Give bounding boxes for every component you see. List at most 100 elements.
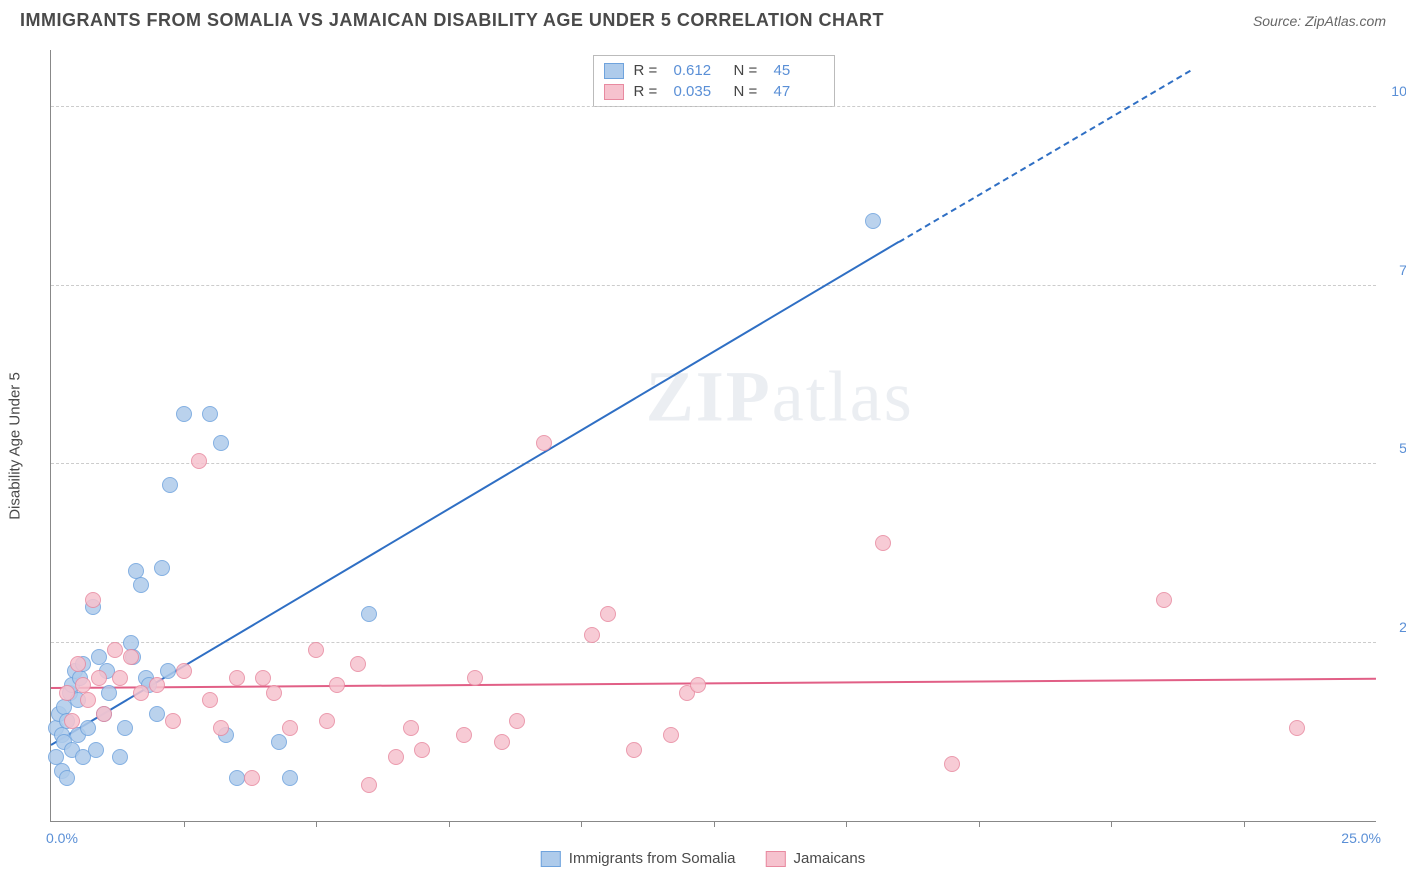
legend-item: Immigrants from Somalia	[541, 850, 736, 867]
data-point	[319, 713, 335, 729]
data-point	[80, 692, 96, 708]
data-point	[112, 749, 128, 765]
data-point	[70, 656, 86, 672]
legend-row: R =0.035N =47	[604, 81, 824, 102]
legend-r-value: 0.612	[674, 62, 724, 79]
gridline	[51, 285, 1376, 286]
data-point	[361, 777, 377, 793]
data-point	[59, 685, 75, 701]
data-point	[165, 713, 181, 729]
data-point	[467, 670, 483, 686]
data-point	[133, 577, 149, 593]
scatter-chart: ZIPatlas R =0.612N =45R =0.035N =47 2.5%…	[50, 50, 1376, 822]
data-point	[149, 677, 165, 693]
data-point	[329, 677, 345, 693]
y-tick-label: 2.5%	[1399, 619, 1406, 635]
data-point	[1289, 720, 1305, 736]
data-point	[154, 560, 170, 576]
data-point	[584, 627, 600, 643]
gridline	[51, 642, 1376, 643]
x-tick	[449, 821, 450, 827]
data-point	[282, 720, 298, 736]
x-tick-label: 25.0%	[1341, 830, 1381, 846]
data-point	[308, 642, 324, 658]
data-point	[266, 685, 282, 701]
y-tick-label: 10.0%	[1391, 83, 1406, 99]
data-point	[229, 770, 245, 786]
data-point	[88, 742, 104, 758]
data-point	[875, 535, 891, 551]
legend-r-value: 0.035	[674, 83, 724, 100]
data-point	[388, 749, 404, 765]
legend-swatch	[766, 851, 786, 867]
data-point	[202, 692, 218, 708]
data-point	[282, 770, 298, 786]
data-point	[213, 720, 229, 736]
trend-line	[51, 678, 1376, 689]
x-tick	[714, 821, 715, 827]
data-point	[59, 770, 75, 786]
y-tick-label: 5.0%	[1399, 440, 1406, 456]
data-point	[229, 670, 245, 686]
data-point	[663, 727, 679, 743]
data-point	[176, 663, 192, 679]
data-point	[96, 706, 112, 722]
x-tick	[846, 821, 847, 827]
legend-n-value: 45	[774, 62, 824, 79]
data-point	[271, 734, 287, 750]
gridline	[51, 106, 1376, 107]
legend-swatch	[541, 851, 561, 867]
data-point	[403, 720, 419, 736]
x-tick	[1244, 821, 1245, 827]
data-point	[690, 677, 706, 693]
data-point	[101, 685, 117, 701]
y-axis-label: Disability Age Under 5	[7, 372, 24, 520]
trend-line	[898, 70, 1191, 243]
data-point	[112, 670, 128, 686]
data-point	[133, 685, 149, 701]
legend-n-label: N =	[734, 83, 764, 100]
data-point	[509, 713, 525, 729]
data-point	[414, 742, 430, 758]
legend-r-label: R =	[634, 62, 664, 79]
data-point	[191, 453, 207, 469]
data-point	[536, 435, 552, 451]
y-tick-label: 7.5%	[1399, 262, 1406, 278]
gridline	[51, 463, 1376, 464]
legend-swatch	[604, 63, 624, 79]
data-point	[162, 477, 178, 493]
data-point	[64, 713, 80, 729]
legend-n-label: N =	[734, 62, 764, 79]
page-title: IMMIGRANTS FROM SOMALIA VS JAMAICAN DISA…	[20, 10, 884, 31]
series-legend: Immigrants from Somalia Jamaicans	[541, 850, 865, 867]
x-tick	[1111, 821, 1112, 827]
data-point	[160, 663, 176, 679]
x-tick	[581, 821, 582, 827]
data-point	[865, 213, 881, 229]
legend-swatch	[604, 84, 624, 100]
legend-item: Jamaicans	[766, 850, 866, 867]
x-tick	[184, 821, 185, 827]
data-point	[944, 756, 960, 772]
data-point	[85, 592, 101, 608]
data-point	[176, 406, 192, 422]
data-point	[91, 670, 107, 686]
legend-r-label: R =	[634, 83, 664, 100]
data-point	[149, 706, 165, 722]
data-point	[361, 606, 377, 622]
legend-series-name: Immigrants from Somalia	[569, 850, 736, 867]
data-point	[350, 656, 366, 672]
x-tick	[979, 821, 980, 827]
data-point	[107, 642, 123, 658]
data-point	[456, 727, 472, 743]
data-point	[1156, 592, 1172, 608]
data-point	[117, 720, 133, 736]
data-point	[80, 720, 96, 736]
data-point	[244, 770, 260, 786]
legend-series-name: Jamaicans	[794, 850, 866, 867]
source-attribution: Source: ZipAtlas.com	[1253, 13, 1386, 29]
x-tick-label: 0.0%	[46, 830, 78, 846]
correlation-legend: R =0.612N =45R =0.035N =47	[593, 55, 835, 107]
data-point	[123, 649, 139, 665]
data-point	[626, 742, 642, 758]
